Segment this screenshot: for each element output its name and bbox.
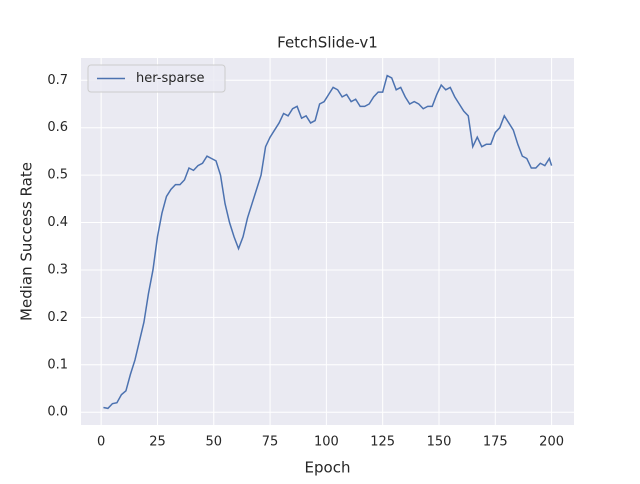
x-tick-label: 175 (483, 435, 508, 450)
y-tick-label: 0.0 (47, 405, 68, 420)
y-tick-label: 0.3 (47, 262, 68, 277)
x-tick-label: 200 (539, 435, 564, 450)
y-tick-label: 0.1 (47, 357, 68, 372)
y-tick-label: 0.4 (47, 215, 68, 230)
y-axis-label: Median Success Rate (18, 162, 36, 321)
legend-label: her-sparse (136, 71, 205, 86)
x-tick-label: 100 (314, 435, 339, 450)
x-tick-label: 75 (262, 435, 279, 450)
x-axis-label: Epoch (305, 459, 351, 477)
x-tick-label: 0 (97, 435, 105, 450)
y-tick-label: 0.6 (47, 120, 68, 135)
chart-title: FetchSlide-v1 (277, 34, 378, 52)
plot-area (81, 58, 574, 425)
data-line (103, 74, 553, 410)
x-tick-label: 125 (370, 435, 395, 450)
y-tick-label: 0.2 (47, 310, 68, 325)
legend-box (87, 64, 226, 93)
x-tick-label: 50 (205, 435, 222, 450)
y-tick-label: 0.7 (47, 73, 68, 88)
x-tick-label: 25 (149, 435, 166, 450)
x-tick-label: 150 (427, 435, 452, 450)
y-tick-label: 0.5 (47, 168, 68, 183)
